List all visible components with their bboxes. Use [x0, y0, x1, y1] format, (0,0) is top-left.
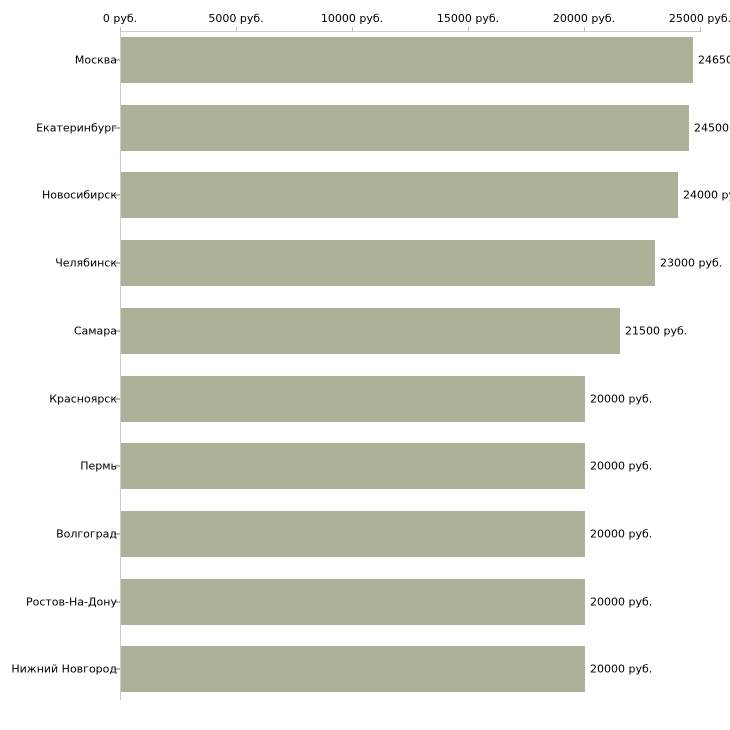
x-axis-tick-label: 0 руб. — [102, 12, 138, 25]
value-label: 20000 руб. — [590, 392, 653, 406]
y-axis-tick — [114, 59, 120, 61]
category-label: Екатеринбург — [36, 121, 117, 135]
bar — [121, 240, 655, 286]
category-label: Ростов-На-Дону — [25, 595, 117, 609]
bar — [121, 105, 689, 151]
bar — [121, 37, 693, 83]
y-axis-tick — [114, 398, 120, 400]
value-label: 23000 руб. — [660, 256, 723, 270]
value-label: 20000 руб. — [590, 595, 653, 609]
category-label: Самара — [73, 324, 117, 338]
x-axis-tick — [352, 27, 353, 32]
y-axis-tick — [114, 465, 120, 467]
value-label: 24500 руб. — [694, 121, 730, 135]
y-axis-tick — [114, 668, 120, 670]
category-label: Челябинск — [55, 256, 117, 270]
category-label: Новосибирск — [41, 188, 117, 202]
y-axis-line — [120, 31, 121, 700]
x-axis-tick-label: 5000 руб. — [208, 12, 264, 25]
bar — [121, 579, 585, 625]
category-label: Волгоград — [56, 527, 117, 541]
category-label: Москва — [74, 53, 117, 67]
x-axis-line — [120, 31, 701, 32]
value-label: 20000 руб. — [590, 459, 653, 473]
bar — [121, 172, 678, 218]
x-axis-tick — [120, 27, 121, 32]
x-axis-tick — [584, 27, 585, 32]
y-axis-tick — [114, 127, 120, 129]
y-axis-tick — [114, 262, 120, 264]
bar — [121, 511, 585, 557]
y-axis-tick — [114, 533, 120, 535]
y-axis-tick — [114, 601, 120, 603]
category-label: Нижний Новгород — [11, 662, 117, 676]
x-axis-tick-label: 25000 руб. — [668, 12, 730, 25]
value-label: 21500 руб. — [625, 324, 688, 338]
bar — [121, 443, 585, 489]
x-axis-tick — [468, 27, 469, 32]
bar — [121, 376, 585, 422]
x-axis-tick — [236, 27, 237, 32]
bar — [121, 646, 585, 692]
category-label: Пермь — [80, 459, 117, 473]
value-label: 20000 руб. — [590, 662, 653, 676]
x-axis-tick-label: 15000 руб. — [436, 12, 500, 25]
value-label: 20000 руб. — [590, 527, 653, 541]
x-axis-tick-label: 10000 руб. — [320, 12, 384, 25]
value-label: 24000 руб. — [683, 188, 730, 202]
bar — [121, 308, 620, 354]
x-axis-tick-label: 20000 руб. — [552, 12, 616, 25]
value-label: 24650 руб. — [698, 53, 730, 67]
y-axis-tick — [114, 330, 120, 332]
x-axis-tick — [700, 27, 701, 32]
category-label: Красноярск — [49, 392, 117, 406]
y-axis-tick — [114, 194, 120, 196]
